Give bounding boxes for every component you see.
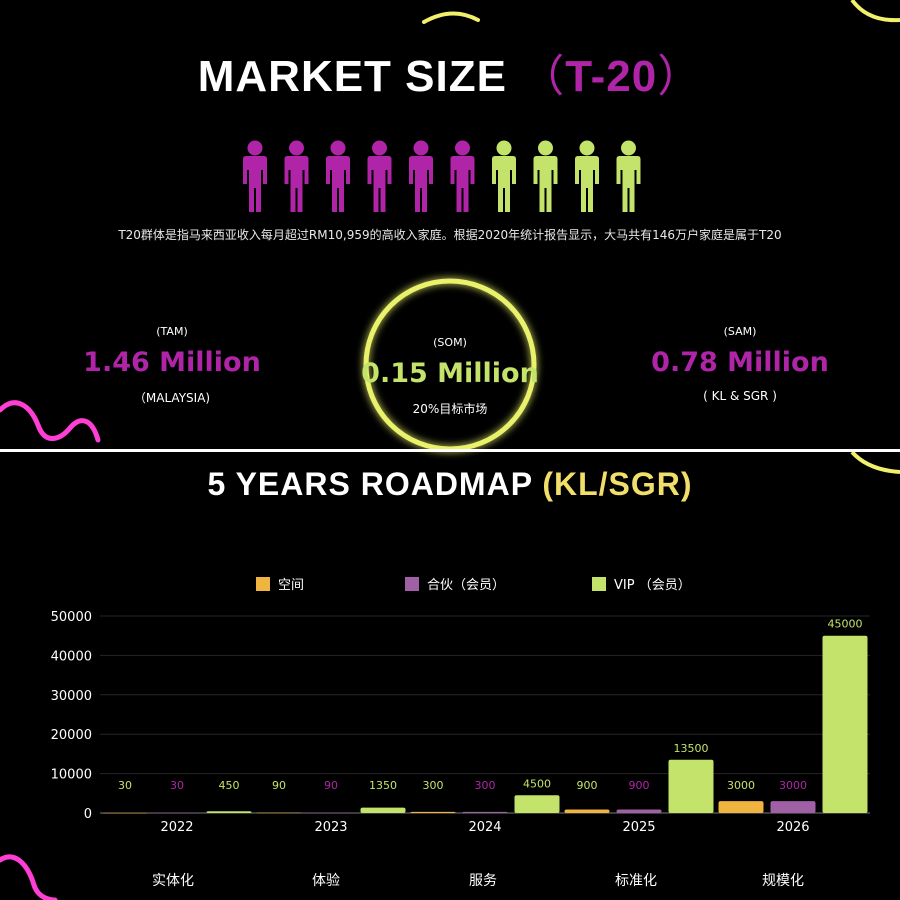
- x-tick-label: 2024: [468, 820, 501, 835]
- person-icon: [450, 140, 475, 212]
- data-label: 3000: [727, 779, 755, 792]
- phase-label-2023: 体验: [312, 873, 340, 889]
- person-icon: [284, 140, 309, 212]
- person-icon: [575, 140, 599, 212]
- person-icon: [243, 140, 267, 212]
- tam-value: 1.46 Million: [83, 347, 261, 378]
- data-label: 90: [324, 779, 338, 792]
- data-label: 13500: [674, 742, 709, 755]
- som-label: (SOM): [433, 336, 467, 349]
- bar: [718, 801, 764, 813]
- bar: [102, 812, 148, 814]
- market-title-main: Market Size: [197, 52, 507, 101]
- y-tick-label: 0: [84, 807, 92, 822]
- data-label: 3000: [779, 779, 807, 792]
- bar: [206, 811, 252, 813]
- sam-sub: ( KL & SGR ): [703, 389, 777, 403]
- person-icon: [367, 140, 392, 212]
- bar: [668, 759, 714, 813]
- x-tick-label: 2025: [622, 820, 655, 835]
- legend-swatch-vip: [592, 576, 606, 591]
- y-tick-label: 40000: [51, 649, 92, 664]
- legend-label-vip: VIP （会员）: [614, 578, 691, 593]
- bar: [360, 807, 406, 813]
- bar: [616, 809, 662, 813]
- roadmap-title-main: 5 Years Roadmap: [207, 466, 533, 502]
- roadmap-title: 5 Years Roadmap (KL/SGR): [0, 466, 900, 503]
- sam-value: 0.78 Million: [651, 347, 829, 378]
- data-label: 900: [577, 779, 598, 792]
- legend-item-vip: VIP （会员）: [592, 574, 691, 593]
- legend-label-partner: 合伙（会员）: [427, 578, 506, 593]
- x-tick-label: 2022: [160, 820, 193, 835]
- person-icon: [533, 140, 558, 212]
- tam-label: (TAM): [156, 325, 188, 338]
- data-label: 90: [272, 779, 286, 792]
- person-icon: [616, 140, 641, 212]
- sam-label: (SAM): [723, 325, 757, 338]
- x-tick-label: 2023: [314, 820, 347, 835]
- bar: [154, 812, 200, 814]
- bar: [308, 812, 354, 814]
- data-label: 900: [629, 779, 650, 792]
- t20-description: T20群体是指马来西亚收入每月超过RM10,959的高收入家庭。根据2020年统…: [118, 228, 782, 242]
- people-icons-row: [243, 140, 641, 212]
- market-title-paren-close: ）: [657, 52, 703, 101]
- data-label: 30: [118, 779, 132, 792]
- bar: [410, 811, 456, 813]
- bar: [822, 635, 868, 813]
- y-tick-label: 20000: [51, 728, 92, 743]
- y-tick-label: 50000: [51, 610, 92, 625]
- bar: [462, 811, 508, 813]
- som-sub: 20%目标市场: [412, 402, 488, 416]
- data-label: 300: [423, 779, 444, 792]
- roadmap-bar-chart: 0 10000 20000 30000 40000 50000 30 30 450 2022 90 9…: [51, 610, 870, 835]
- roadmap-title-accent: (KL/SGR): [542, 466, 693, 502]
- data-label: 300: [475, 779, 496, 792]
- market-title-accent: T-20: [565, 52, 658, 101]
- legend-item-space: 空间: [256, 574, 304, 593]
- section-divider: [0, 449, 900, 452]
- bar: [514, 795, 560, 813]
- tam-sub: （MALAYSIA): [133, 391, 211, 405]
- phase-label-2024: 服务: [469, 873, 497, 889]
- neon-squiggle-left-top: [0, 400, 101, 443]
- market-title-paren-open: （: [520, 52, 566, 101]
- legend-swatch-space: [256, 576, 270, 591]
- som-value: 0.15 Million: [361, 358, 539, 389]
- y-tick-label: 30000: [51, 689, 92, 704]
- phase-label-2026: 规模化: [762, 873, 804, 889]
- neon-squiggle-left-bottom: [0, 854, 58, 900]
- legend-label-space: 空间: [278, 578, 305, 593]
- data-label: 1350: [369, 779, 397, 792]
- bar: [256, 812, 302, 814]
- x-tick-label: 2026: [776, 820, 809, 835]
- data-label: 45000: [828, 618, 863, 631]
- bar: [564, 809, 610, 813]
- phase-label-2025: 标准化: [615, 873, 657, 889]
- person-icon: [492, 140, 516, 212]
- legend-swatch-partner: [405, 576, 419, 591]
- person-icon: [326, 140, 350, 212]
- phase-label-2022: 实体化: [152, 873, 194, 889]
- market-size-title: Market Size （T-20）: [0, 40, 900, 104]
- data-label: 450: [219, 779, 240, 792]
- person-icon: [409, 140, 433, 212]
- neon-arc-corner-mid: [850, 450, 900, 474]
- data-label: 4500: [523, 777, 551, 790]
- y-tick-label: 10000: [51, 768, 92, 783]
- bar: [770, 801, 816, 813]
- data-label: 30: [170, 779, 184, 792]
- neon-arc-corner-top: [850, 0, 900, 23]
- neon-arc-top: [422, 11, 480, 24]
- legend-item-partner: 合伙（会员）: [405, 574, 505, 593]
